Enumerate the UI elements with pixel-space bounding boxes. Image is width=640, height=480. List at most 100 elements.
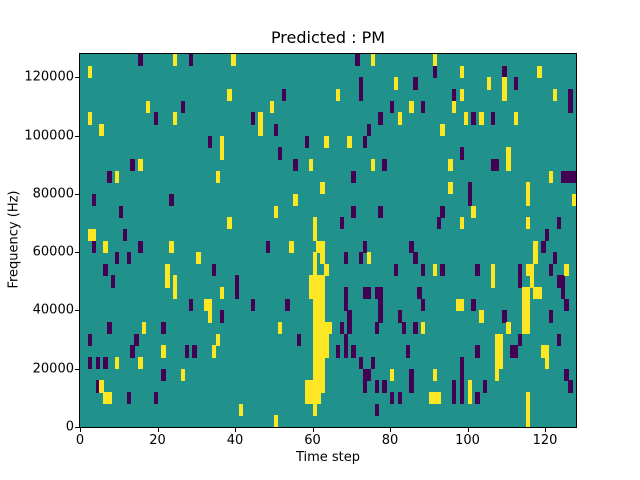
heatmap-cell: [529, 275, 534, 288]
heatmap-cell: [87, 228, 93, 242]
heatmap-cell: [459, 368, 465, 381]
heatmap-cell: [455, 298, 461, 312]
heatmap-cell: [432, 368, 438, 381]
heatmap-cell: [421, 100, 426, 113]
heatmap-cell: [432, 263, 438, 277]
heatmap-cell: [196, 252, 201, 265]
heatmap-cell: [207, 135, 213, 148]
heatmap-cell: [219, 135, 224, 148]
heatmap-cell: [525, 310, 531, 323]
heatmap-cell: [153, 112, 159, 125]
heatmap-cell: [320, 357, 325, 370]
heatmap-cell: [521, 322, 527, 335]
heatmap-cell: [463, 112, 469, 125]
heatmap-cell: [95, 380, 100, 393]
heatmap-cell: [413, 252, 418, 265]
heatmap-cell: [366, 252, 372, 265]
heatmap-cell: [312, 263, 317, 277]
heatmap-cell: [91, 240, 97, 253]
heatmap-cell: [459, 298, 465, 312]
heatmap-cell: [87, 357, 93, 370]
heatmap-cell: [490, 158, 496, 172]
heatmap-cell: [502, 77, 507, 90]
heatmap-cell: [145, 100, 151, 113]
heatmap-cell: [99, 380, 104, 393]
heatmap-cell: [409, 368, 414, 381]
heatmap-cell: [359, 77, 364, 90]
heatmap-cell: [312, 287, 317, 300]
heatmap-cell: [440, 205, 445, 218]
heatmap-cell: [111, 275, 116, 288]
heatmap-cell: [552, 252, 558, 265]
heatmap-cell: [467, 182, 472, 195]
heatmap-cell: [343, 345, 348, 358]
heatmap-cell: [180, 368, 186, 381]
heatmap-cell: [215, 170, 221, 183]
heatmap-cell: [266, 240, 271, 253]
x-tick-label: 0: [75, 433, 85, 448]
heatmap-cell: [343, 333, 348, 346]
heatmap-cell: [374, 322, 379, 335]
heatmap-cell: [312, 357, 317, 370]
heatmap-cell: [545, 345, 550, 358]
heatmap-cell: [560, 170, 565, 183]
heatmap-cell: [545, 228, 550, 242]
heatmap-cell: [347, 310, 352, 323]
heatmap-cell: [235, 287, 240, 300]
heatmap-cell: [347, 135, 352, 148]
heatmap-cell: [459, 65, 465, 78]
heatmap-cell: [366, 123, 372, 137]
heatmap-cell: [316, 333, 321, 346]
heatmap-cell: [304, 380, 310, 393]
heatmap-cell: [459, 147, 465, 160]
heatmap-cell: [320, 380, 325, 393]
heatmap-cell: [459, 217, 465, 230]
heatmap-cell: [572, 193, 576, 207]
heatmap-cell: [428, 392, 434, 405]
y-tick: [75, 310, 79, 312]
heatmap-cell: [494, 333, 500, 346]
heatmap-cell: [359, 88, 364, 102]
heatmap-cell: [471, 205, 476, 218]
heatmap-cell: [293, 158, 298, 172]
heatmap-cell: [475, 263, 480, 277]
heatmap-cell: [378, 287, 383, 300]
x-tick-label: 80: [381, 433, 399, 448]
heatmap-cell: [533, 287, 538, 300]
heatmap-cell: [312, 228, 317, 242]
y-tick-label: 120000: [24, 69, 74, 85]
heatmap-cell: [413, 322, 418, 335]
heatmap-cell: [351, 170, 356, 183]
heatmap-cell: [452, 392, 457, 405]
heatmap-cell: [339, 322, 345, 335]
heatmap-cell: [339, 217, 345, 230]
heatmap-cell: [525, 298, 531, 312]
heatmap-cell: [165, 275, 170, 288]
heatmap-cell: [107, 322, 112, 335]
heatmap-cell: [366, 368, 372, 381]
heatmap-cell: [552, 88, 558, 102]
heatmap-cell: [432, 392, 438, 405]
heatmap-cell: [351, 205, 356, 218]
heatmap-cell: [502, 88, 507, 102]
heatmap-cell: [324, 135, 329, 148]
heatmap-cell: [161, 322, 166, 335]
heatmap-cell: [335, 345, 341, 358]
x-tick-label: 20: [149, 433, 166, 448]
heatmap-cell: [359, 252, 364, 265]
x-tick: [467, 428, 469, 432]
heatmap-cell: [122, 228, 128, 242]
heatmap-cell: [126, 252, 131, 265]
heatmap-cell: [103, 263, 108, 277]
heatmap-cell: [312, 392, 317, 405]
heatmap-cell: [397, 392, 403, 405]
heatmap-cell: [533, 240, 538, 253]
heatmap-cell: [114, 170, 120, 183]
heatmap-cell: [355, 54, 360, 67]
heatmap-cell: [382, 380, 387, 393]
heatmap-cell: [207, 310, 213, 323]
heatmap-cell: [320, 287, 325, 300]
heatmap-cell: [521, 287, 527, 300]
heatmap-cell: [448, 158, 453, 172]
heatmap-cell: [320, 275, 325, 288]
